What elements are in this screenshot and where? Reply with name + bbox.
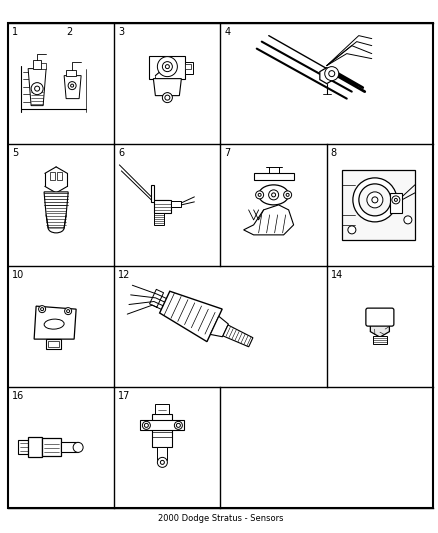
Bar (57, 172, 62, 180)
Bar (372, 336, 386, 344)
Text: 5: 5 (12, 148, 18, 158)
Polygon shape (28, 69, 46, 106)
Circle shape (144, 423, 148, 427)
Ellipse shape (258, 185, 288, 205)
Polygon shape (18, 440, 31, 454)
Polygon shape (42, 438, 61, 456)
Text: 17: 17 (118, 391, 131, 401)
Circle shape (64, 308, 71, 314)
Circle shape (67, 310, 70, 313)
Bar (389, 193, 401, 213)
Circle shape (393, 198, 396, 201)
Circle shape (157, 56, 177, 77)
Circle shape (31, 83, 43, 95)
Text: 2: 2 (66, 27, 73, 37)
Polygon shape (243, 205, 293, 235)
Polygon shape (46, 339, 61, 349)
Circle shape (165, 95, 170, 100)
Bar (185, 63, 191, 69)
Circle shape (371, 197, 377, 203)
Circle shape (255, 191, 263, 199)
Polygon shape (319, 68, 333, 84)
Circle shape (41, 308, 43, 311)
Text: 6: 6 (118, 148, 124, 158)
Polygon shape (64, 76, 81, 99)
Circle shape (286, 193, 289, 196)
Bar (185, 62, 193, 74)
Circle shape (160, 461, 164, 464)
Polygon shape (153, 79, 181, 95)
Circle shape (283, 191, 291, 199)
Circle shape (162, 93, 172, 103)
Circle shape (142, 422, 150, 430)
Text: 3: 3 (118, 27, 124, 37)
Circle shape (174, 422, 182, 430)
Bar (66, 70, 76, 76)
Circle shape (324, 67, 338, 80)
Polygon shape (61, 442, 78, 453)
Polygon shape (149, 55, 185, 79)
Text: 7: 7 (224, 148, 230, 158)
Text: 1: 1 (12, 27, 18, 37)
Text: 2000 Dodge Stratus - Sensors: 2000 Dodge Stratus - Sensors (157, 514, 283, 523)
Circle shape (157, 457, 167, 467)
Circle shape (347, 226, 355, 234)
Polygon shape (155, 405, 169, 414)
Text: 16: 16 (12, 391, 24, 401)
Ellipse shape (44, 319, 64, 329)
Polygon shape (210, 316, 228, 337)
Circle shape (71, 84, 74, 87)
Circle shape (366, 192, 382, 208)
Polygon shape (159, 291, 222, 342)
Circle shape (258, 193, 261, 196)
Polygon shape (370, 315, 389, 337)
Circle shape (391, 196, 399, 204)
Circle shape (68, 82, 76, 90)
Circle shape (268, 190, 278, 200)
FancyBboxPatch shape (365, 308, 393, 326)
Text: 10: 10 (12, 270, 24, 279)
Polygon shape (34, 306, 76, 339)
Text: 8: 8 (330, 148, 336, 158)
Bar (41, 62, 46, 69)
Polygon shape (223, 325, 252, 347)
Polygon shape (171, 201, 181, 207)
Polygon shape (253, 173, 293, 180)
Circle shape (328, 71, 334, 77)
Polygon shape (151, 185, 169, 202)
Circle shape (162, 62, 172, 71)
Circle shape (35, 86, 39, 91)
Text: 12: 12 (118, 270, 131, 279)
Circle shape (39, 305, 46, 313)
Circle shape (176, 423, 180, 427)
Polygon shape (154, 213, 164, 225)
Bar (48, 341, 59, 347)
Circle shape (403, 216, 411, 224)
Circle shape (165, 64, 169, 69)
Polygon shape (140, 421, 184, 430)
Polygon shape (28, 438, 42, 457)
Circle shape (271, 193, 275, 197)
Polygon shape (341, 170, 414, 240)
Polygon shape (44, 192, 68, 228)
Bar (50, 172, 55, 180)
Circle shape (73, 442, 83, 453)
Text: 4: 4 (224, 27, 230, 37)
Polygon shape (154, 200, 171, 213)
Bar (33, 60, 41, 69)
Polygon shape (152, 414, 172, 447)
Text: 14: 14 (330, 270, 342, 279)
Polygon shape (157, 447, 167, 461)
